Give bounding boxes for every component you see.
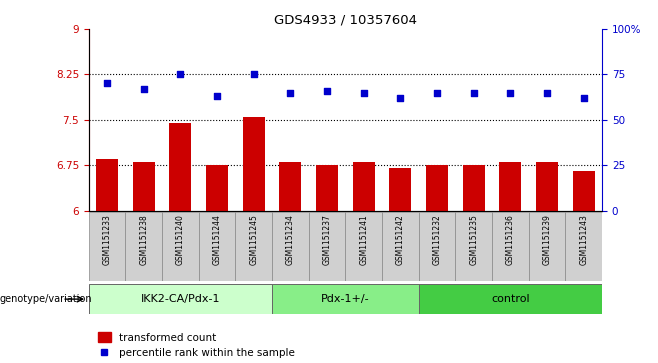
Point <box>395 95 406 101</box>
Text: genotype/variation: genotype/variation <box>0 294 93 304</box>
Bar <box>89 284 272 314</box>
Bar <box>529 212 565 281</box>
Title: GDS4933 / 10357604: GDS4933 / 10357604 <box>274 13 417 26</box>
Bar <box>455 212 492 281</box>
Bar <box>89 212 126 281</box>
Bar <box>499 162 521 211</box>
Bar <box>170 123 191 211</box>
Point <box>175 72 186 77</box>
Text: GSM1151244: GSM1151244 <box>213 215 222 265</box>
Point <box>542 90 552 95</box>
Text: GSM1151240: GSM1151240 <box>176 215 185 265</box>
Point <box>139 86 149 92</box>
Bar <box>236 212 272 281</box>
Text: GSM1151233: GSM1151233 <box>103 215 112 265</box>
Bar <box>382 212 418 281</box>
Point <box>505 90 516 95</box>
Bar <box>390 168 411 211</box>
Text: GSM1151235: GSM1151235 <box>469 215 478 265</box>
Bar <box>126 212 162 281</box>
Bar <box>536 162 558 211</box>
Bar <box>162 212 199 281</box>
Bar <box>272 212 309 281</box>
Text: GSM1151236: GSM1151236 <box>506 215 515 265</box>
Text: GSM1151241: GSM1151241 <box>359 215 368 265</box>
Point <box>212 93 222 99</box>
Point <box>578 95 589 101</box>
Bar <box>492 212 529 281</box>
Text: Pdx-1+/-: Pdx-1+/- <box>321 294 370 304</box>
Bar <box>463 165 485 211</box>
Text: IKK2-CA/Pdx-1: IKK2-CA/Pdx-1 <box>141 294 220 304</box>
Text: control: control <box>491 294 530 304</box>
Bar <box>353 162 375 211</box>
Bar <box>316 165 338 211</box>
Text: GSM1151237: GSM1151237 <box>322 215 332 265</box>
Point <box>468 90 479 95</box>
Point <box>432 90 442 95</box>
Text: GSM1151243: GSM1151243 <box>579 215 588 265</box>
Bar <box>133 162 155 211</box>
Bar <box>96 159 118 211</box>
Bar <box>280 162 301 211</box>
Point <box>322 88 332 94</box>
Point <box>102 81 113 86</box>
Bar <box>418 212 455 281</box>
Bar <box>243 117 265 211</box>
Text: GSM1151232: GSM1151232 <box>432 215 442 265</box>
Point <box>249 72 259 77</box>
Legend: transformed count, percentile rank within the sample: transformed count, percentile rank withi… <box>94 328 299 362</box>
Bar <box>572 171 595 211</box>
Bar <box>426 165 448 211</box>
Bar <box>345 212 382 281</box>
Text: GSM1151245: GSM1151245 <box>249 215 259 265</box>
Text: GSM1151239: GSM1151239 <box>543 215 551 265</box>
Bar <box>309 212 345 281</box>
Bar <box>272 284 418 314</box>
Point <box>285 90 295 95</box>
Point <box>359 90 369 95</box>
Text: GSM1151234: GSM1151234 <box>286 215 295 265</box>
Text: GSM1151242: GSM1151242 <box>396 215 405 265</box>
Bar <box>565 212 602 281</box>
Bar <box>418 284 602 314</box>
Bar <box>206 165 228 211</box>
Text: GSM1151238: GSM1151238 <box>139 215 148 265</box>
Bar <box>199 212 236 281</box>
